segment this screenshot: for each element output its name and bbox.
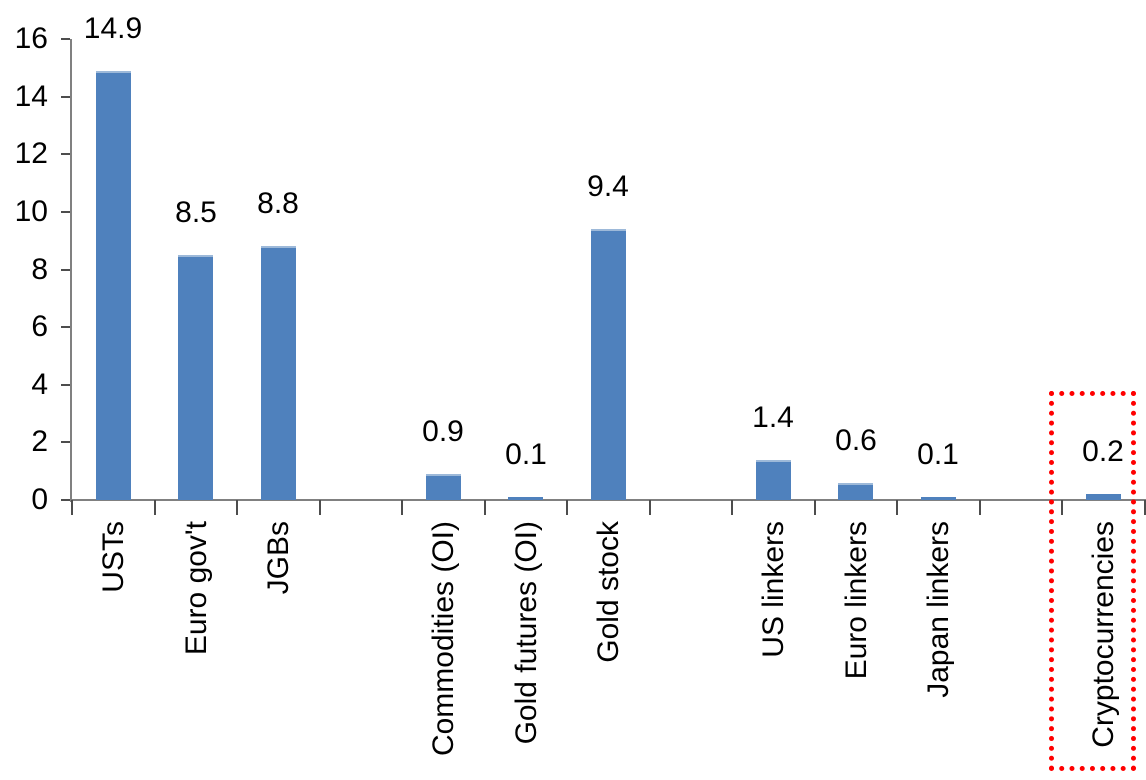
data-label-gold-futures-oi: 0.1	[505, 438, 547, 471]
y-axis-tick-label: 14	[14, 79, 48, 113]
data-label-euro-linkers: 0.6	[835, 424, 877, 457]
y-axis-tick	[61, 210, 70, 213]
y-axis-tick	[61, 153, 70, 156]
bar-gold-stock	[591, 229, 626, 500]
data-label-usts: 14.9	[83, 12, 143, 45]
x-axis-label-jgbs: JGBs	[262, 521, 295, 595]
y-axis-tick-label: 8	[31, 252, 48, 286]
x-axis-tick	[236, 500, 238, 515]
x-axis-line	[72, 499, 1146, 501]
bar-euro-gov-t	[178, 255, 213, 500]
x-axis-tick	[1143, 500, 1146, 515]
y-axis-tick-label: 16	[14, 22, 48, 55]
y-axis-tick	[61, 268, 70, 271]
x-axis-tick	[1061, 500, 1063, 515]
bar-euro-linkers	[838, 483, 873, 500]
data-label-jgbs: 8.8	[257, 187, 299, 220]
y-axis-tick	[61, 441, 70, 444]
y-axis-tick-label: 2	[31, 425, 48, 459]
bar-cryptocurrencies	[1086, 494, 1121, 500]
bar-jgbs	[261, 246, 296, 500]
y-axis-tick-label: 0	[31, 483, 48, 516]
x-axis-label-euro-gov-t: Euro gov't	[180, 521, 213, 656]
data-label-japan-linkers: 0.1	[917, 438, 959, 471]
x-axis-label-japan-linkers: Japan linkers	[922, 521, 955, 698]
x-axis-tick	[401, 500, 403, 515]
y-axis-tick	[61, 38, 70, 40]
x-axis-tick	[71, 500, 73, 515]
y-axis-tick-label: 10	[14, 194, 48, 228]
x-axis-tick	[978, 500, 981, 515]
x-axis-tick	[813, 500, 816, 515]
bar-gold-futures-oi	[508, 497, 543, 500]
data-label-cryptocurrencies: 0.2	[1082, 435, 1124, 468]
x-axis-label-usts: USTs	[97, 521, 130, 593]
data-label-commodities-oi: 0.9	[422, 415, 464, 448]
data-label-us-linkers: 1.4	[752, 401, 794, 434]
y-axis-tick-label: 12	[14, 137, 48, 171]
bar-commodities-oi	[426, 474, 461, 500]
x-axis-label-euro-linkers: Euro linkers	[840, 521, 873, 680]
y-axis-tick	[61, 383, 70, 386]
data-label-gold-stock: 9.4	[587, 170, 629, 203]
y-axis-tick-label: 4	[31, 367, 48, 401]
x-axis-tick	[648, 500, 651, 515]
y-axis-tick	[61, 499, 70, 501]
x-axis-tick	[566, 500, 568, 515]
bar-us-linkers	[756, 460, 791, 500]
x-axis-tick	[318, 500, 321, 515]
x-axis-label-commodities-oi: Commodities (OI)	[427, 521, 460, 757]
y-axis-tick	[61, 95, 70, 98]
y-axis-tick-label: 6	[31, 310, 48, 344]
x-axis-label-us-linkers: US linkers	[757, 521, 790, 658]
y-axis-line	[70, 39, 72, 502]
x-axis-tick	[731, 500, 733, 515]
data-label-euro-gov-t: 8.5	[175, 196, 217, 229]
x-axis-tick	[483, 500, 486, 515]
x-axis-tick	[896, 500, 898, 515]
bar-japan-linkers	[921, 497, 956, 500]
bar-usts	[96, 71, 131, 500]
x-axis-label-gold-futures-oi: Gold futures (OI)	[510, 521, 543, 745]
y-axis-tick	[61, 326, 70, 329]
x-axis-label-gold-stock: Gold stock	[592, 521, 625, 663]
highlight-box-cryptocurrencies	[1049, 391, 1136, 771]
x-axis-tick	[153, 500, 156, 515]
